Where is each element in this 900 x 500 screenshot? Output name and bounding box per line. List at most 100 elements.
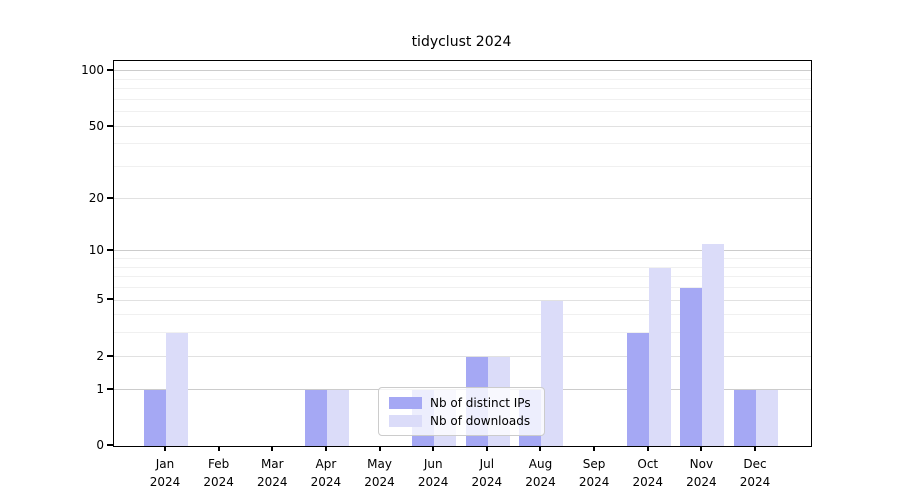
x-tick-mark <box>217 446 220 451</box>
x-tick-mark <box>432 446 435 451</box>
y-tick-mark <box>107 387 113 390</box>
x-tick-month: Jan <box>155 457 175 471</box>
bar-downloads <box>326 389 349 446</box>
x-tick-month: Oct <box>637 457 659 471</box>
bar-downloads <box>541 300 564 446</box>
x-tick-month: Feb <box>208 457 230 471</box>
y-tick-mark <box>107 354 113 357</box>
minor-gridline <box>114 143 811 145</box>
y-tick-mark <box>107 444 113 446</box>
x-tick-label: Feb 2024 <box>184 455 254 491</box>
minor-gridline <box>114 258 811 259</box>
plot-area <box>113 60 812 447</box>
x-tick-mark <box>754 446 757 451</box>
x-tick-month: Jun <box>423 457 443 471</box>
x-tick-month: Sep <box>582 457 606 471</box>
x-tick-month: Jul <box>479 457 495 471</box>
x-tick-label: Aug 2024 <box>505 455 575 491</box>
minor-gridline <box>114 266 811 268</box>
chart-title: tidyclust 2024 <box>411 34 512 50</box>
x-tick-year: 2024 <box>256 475 288 489</box>
x-tick-label: Jun 2024 <box>398 455 468 491</box>
x-tick-label: May 2024 <box>345 455 415 491</box>
x-tick-label: Sep 2024 <box>559 455 629 491</box>
x-tick-mark <box>485 446 488 451</box>
x-tick-label: Oct 2024 <box>613 455 683 491</box>
y-tick-label: 10 <box>88 243 104 258</box>
bar-distinct-ips <box>734 389 757 446</box>
gridline <box>114 299 811 301</box>
minor-gridline <box>114 166 811 168</box>
x-tick-label: Nov 2024 <box>666 455 736 491</box>
x-tick-mark <box>378 446 381 451</box>
bar-distinct-ips <box>144 389 166 446</box>
x-tick-label: Mar 2024 <box>237 455 307 491</box>
bar-distinct-ips <box>680 287 703 446</box>
x-tick-mark <box>539 446 542 451</box>
gridline <box>114 125 811 127</box>
x-tick-year: 2024 <box>149 475 181 489</box>
legend-label-distinct-ips: Nb of distinct IPs <box>430 395 531 410</box>
x-tick-year: 2024 <box>417 475 449 489</box>
bar-downloads <box>702 244 725 446</box>
legend-swatch-downloads <box>389 414 422 427</box>
legend-item-distinct-ips: Nb of distinct IPs <box>389 396 536 410</box>
x-tick-label: Dec 2024 <box>720 455 790 491</box>
x-tick-year: 2024 <box>739 475 771 489</box>
bar-downloads <box>166 333 188 446</box>
x-tick-mark <box>324 446 327 451</box>
x-tick-mark <box>593 446 596 451</box>
bar-distinct-ips <box>626 333 649 446</box>
x-tick-mark <box>271 446 274 451</box>
minor-gridline <box>114 78 811 80</box>
x-tick-month: Mar <box>260 457 284 471</box>
y-tick-label: 50 <box>88 118 104 133</box>
x-tick-month: Aug <box>528 457 553 471</box>
legend-label-downloads: Nb of downloads <box>430 413 531 428</box>
y-tick-label: 0 <box>96 438 104 452</box>
y-tick-label: 1 <box>96 381 104 396</box>
x-tick-year: 2024 <box>525 475 556 489</box>
y-tick-mark <box>107 196 113 199</box>
x-tick-year: 2024 <box>632 475 664 489</box>
x-tick-year: 2024 <box>310 475 342 489</box>
y-tick-label: 5 <box>96 292 104 307</box>
gridline <box>114 197 811 199</box>
x-tick-mark <box>646 446 649 451</box>
y-tick-mark <box>107 298 113 301</box>
x-tick-month: Nov <box>689 457 714 471</box>
minor-gridline <box>114 286 811 288</box>
legend-swatch-distinct-ips <box>389 396 422 409</box>
minor-gridline <box>114 332 811 334</box>
x-tick-year: 2024 <box>364 475 395 489</box>
legend-item-downloads: Nb of downloads <box>389 414 536 428</box>
x-tick-month: May <box>367 457 392 471</box>
minor-gridline <box>114 111 811 113</box>
y-tick-mark <box>107 124 113 127</box>
y-tick-label: 2 <box>96 348 104 363</box>
x-tick-year: 2024 <box>203 475 234 489</box>
x-tick-label: Jan 2024 <box>130 455 200 491</box>
x-tick-mark <box>164 446 166 451</box>
x-tick-year: 2024 <box>686 475 717 489</box>
bar-downloads <box>756 389 779 446</box>
y-tick-label: 20 <box>88 190 104 205</box>
bar-downloads <box>648 267 671 446</box>
x-tick-year: 2024 <box>471 475 503 489</box>
legend: Nb of distinct IPs Nb of downloads <box>378 387 545 436</box>
x-tick-year: 2024 <box>578 475 610 489</box>
x-tick-label: Jul 2024 <box>452 455 522 491</box>
y-tick-label: 100 <box>81 63 104 78</box>
x-tick-mark <box>700 446 703 451</box>
minor-gridline <box>114 314 811 316</box>
x-tick-label: Apr 2024 <box>291 455 361 491</box>
gridline <box>114 250 811 252</box>
gridline <box>114 355 811 357</box>
minor-gridline <box>114 88 811 90</box>
minor-gridline <box>114 276 811 278</box>
x-tick-month: Dec <box>743 457 767 471</box>
bar-distinct-ips <box>304 389 327 446</box>
x-tick-month: Apr <box>315 457 337 471</box>
y-tick-mark <box>107 69 113 72</box>
